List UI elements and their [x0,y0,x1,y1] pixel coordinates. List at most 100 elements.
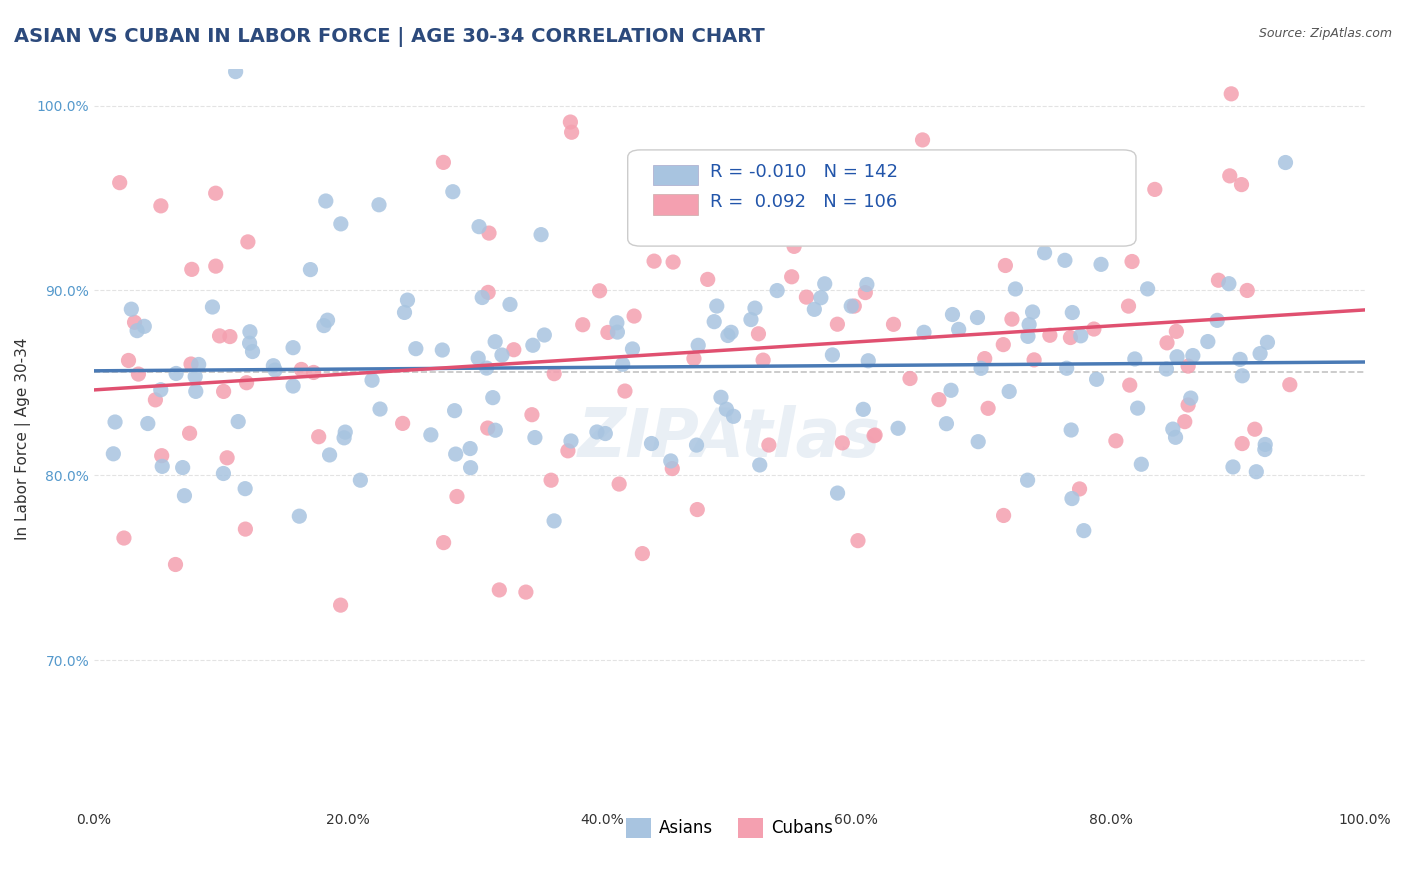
Cubans [1040,169,1063,184]
Cubans [1121,254,1143,268]
Cubans [623,309,645,323]
Cubans [851,226,873,240]
Cubans [1220,87,1243,101]
Asians [706,299,728,313]
Cubans [1118,299,1140,313]
Asians [1222,460,1244,475]
Asians [723,409,745,424]
Asians [586,425,609,439]
Cubans [686,502,709,516]
Asians [172,460,194,475]
Asians [1004,282,1026,296]
Asians [1246,465,1268,479]
Text: R =  0.092   N = 106: R = 0.092 N = 106 [710,193,897,211]
Asians [329,217,352,231]
Cubans [1156,335,1178,350]
Cubans [993,508,1015,523]
Asians [201,300,224,314]
Cubans [446,490,468,504]
Cubans [561,125,583,139]
Asians [1206,313,1229,327]
Asians [1180,391,1202,405]
Asians [396,293,419,307]
Asians [460,460,482,475]
Cubans [863,428,886,442]
Cubans [502,343,524,357]
Asians [281,379,304,393]
Cubans [117,353,139,368]
Asians [432,343,454,357]
Cubans [302,366,325,380]
Asians [1218,277,1240,291]
Asians [299,262,322,277]
Asians [136,417,159,431]
Cubans [1174,415,1197,429]
Cubans [124,315,146,329]
Asians [1126,401,1149,416]
Cubans [853,285,876,300]
Asians [281,341,304,355]
Cubans [560,115,582,129]
Asians [150,459,173,474]
Cubans [1236,284,1258,298]
Cubans [571,318,593,332]
Cubans [1166,325,1188,339]
Cubans [149,199,172,213]
Asians [1136,282,1159,296]
Asians [333,431,356,445]
Asians [688,338,710,352]
Cubans [1001,312,1024,326]
Asians [1060,423,1083,437]
Cubans [1177,359,1199,373]
Cubans [235,376,257,390]
Asians [1073,524,1095,538]
Cubans [543,367,565,381]
Asians [368,402,391,417]
Bar [654,194,697,215]
Asians [766,284,789,298]
Asians [1062,305,1084,319]
Cubans [928,392,950,407]
Asians [484,334,506,349]
Asians [685,438,707,452]
Asians [530,227,553,242]
Asians [716,402,738,417]
Asians [184,369,207,384]
Cubans [596,326,619,340]
Asians [127,324,149,338]
Cubans [391,417,413,431]
Asians [184,384,207,399]
Cubans [993,337,1015,351]
Cubans [863,428,886,442]
Asians [239,325,262,339]
FancyBboxPatch shape [627,150,1136,246]
Cubans [780,269,803,284]
Asians [856,277,879,292]
Asians [970,361,993,376]
Asians [1232,368,1254,383]
Asians [288,509,311,524]
Asians [967,434,990,449]
Cubans [758,438,780,452]
Asians [1090,257,1112,271]
Asians [710,390,733,404]
Asians [606,325,628,339]
Text: Source: ZipAtlas.com: Source: ZipAtlas.com [1258,27,1392,40]
Asians [491,348,513,362]
Asians [262,359,284,373]
Asians [1166,350,1188,364]
Cubans [696,272,718,286]
Cubans [236,235,259,249]
Asians [740,312,762,326]
Cubans [661,461,683,475]
Asians [887,421,910,435]
Cubans [308,430,330,444]
Asians [1161,422,1184,436]
Cubans [796,290,818,304]
Asians [419,428,441,442]
Asians [640,436,662,450]
Asians [1164,430,1187,444]
Legend: Asians, Cubans: Asians, Cubans [619,811,839,845]
Asians [471,291,494,305]
Cubans [588,284,610,298]
